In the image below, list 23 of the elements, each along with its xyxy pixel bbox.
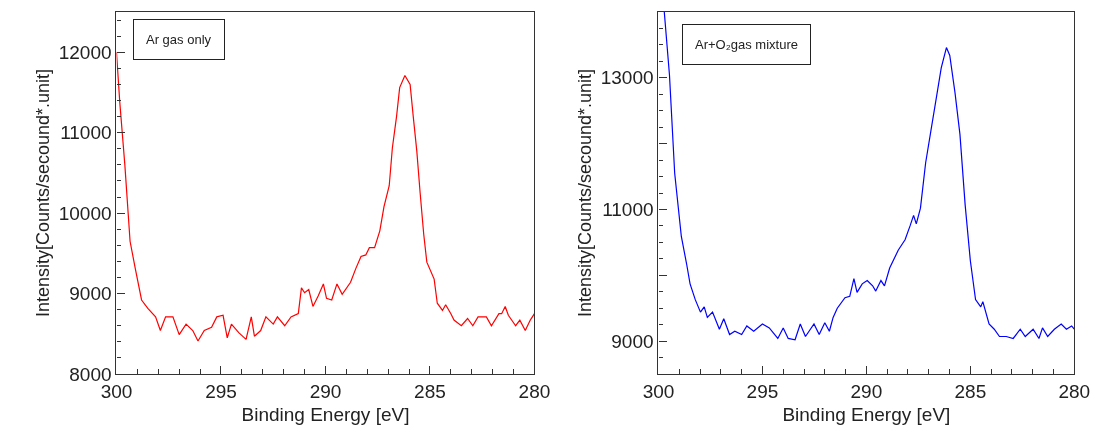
line-series — [663, 12, 1075, 341]
x-tick-label: 285 — [414, 380, 446, 402]
y-tick-label: 9000 — [611, 330, 654, 352]
y-axis-title: Intensity[Counts/secound*.unit] — [574, 68, 595, 318]
x-tick-label: 280 — [518, 380, 551, 402]
x-tick-label: 295 — [746, 380, 779, 402]
x-tick-label: 280 — [1058, 380, 1091, 402]
x-tick-label: 300 — [642, 380, 675, 402]
annotation: Ar+O₂gas mixture — [695, 37, 798, 52]
y-tick-label: 9000 — [69, 283, 112, 305]
y-axis-title: Intensity[Counts/secound*.unit] — [32, 68, 53, 318]
annotation: Ar gas only — [146, 32, 212, 47]
y-tick-label: 12000 — [58, 41, 112, 63]
y-tick-label: 13000 — [600, 67, 654, 89]
y-tick-label: 10000 — [58, 202, 112, 224]
y-tick-label: 11000 — [60, 122, 112, 144]
x-tick-label: 295 — [205, 380, 237, 402]
y-tick-label: 11000 — [602, 199, 654, 221]
x-axis-title: Binding Energy [eV] — [782, 403, 951, 425]
x-tick-label: 290 — [309, 380, 342, 402]
x-tick-label: 290 — [850, 380, 883, 402]
x-tick-label: 285 — [954, 380, 987, 402]
x-axis-title: Binding Energy [eV] — [241, 403, 410, 425]
